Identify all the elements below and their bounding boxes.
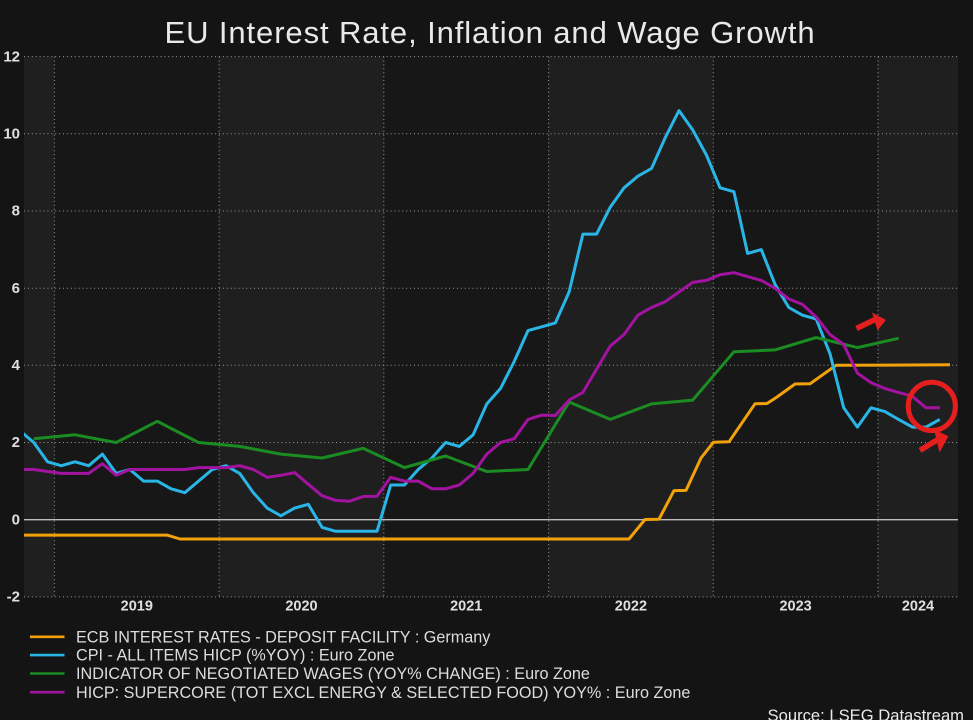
svg-text:2023: 2023 — [779, 599, 811, 615]
svg-text:-2: -2 — [7, 589, 20, 606]
svg-text:2024: 2024 — [902, 599, 934, 615]
svg-text:ECB INTEREST RATES - DEPOSIT F: ECB INTEREST RATES - DEPOSIT FACILITY : … — [76, 628, 491, 646]
svg-text:10: 10 — [3, 126, 20, 143]
svg-text:2019: 2019 — [121, 599, 153, 615]
svg-text:EU Interest Rate, Inflation an: EU Interest Rate, Inflation and Wage Gro… — [165, 15, 816, 50]
svg-text:2: 2 — [12, 434, 20, 451]
svg-text:4: 4 — [12, 357, 21, 374]
svg-text:INDICATOR OF NEGOTIATED WAGES: INDICATOR OF NEGOTIATED WAGES (YOY% CHAN… — [76, 665, 590, 683]
svg-text:2020: 2020 — [285, 599, 317, 615]
svg-text:Source: LSEG Datastream: Source: LSEG Datastream — [768, 706, 964, 720]
svg-text:8: 8 — [12, 203, 20, 220]
svg-text:12: 12 — [3, 48, 20, 65]
svg-text:CPI - ALL ITEMS HICP (%YOY) :: CPI - ALL ITEMS HICP (%YOY) : Euro Zone — [76, 647, 394, 665]
svg-text:HICP: SUPERCORE (TOT EXCL ENER: HICP: SUPERCORE (TOT EXCL ENERGY & SELEC… — [76, 684, 690, 702]
svg-text:2021: 2021 — [450, 599, 482, 615]
svg-text:2022: 2022 — [615, 599, 647, 615]
svg-text:6: 6 — [12, 280, 20, 297]
svg-text:0: 0 — [12, 511, 20, 528]
